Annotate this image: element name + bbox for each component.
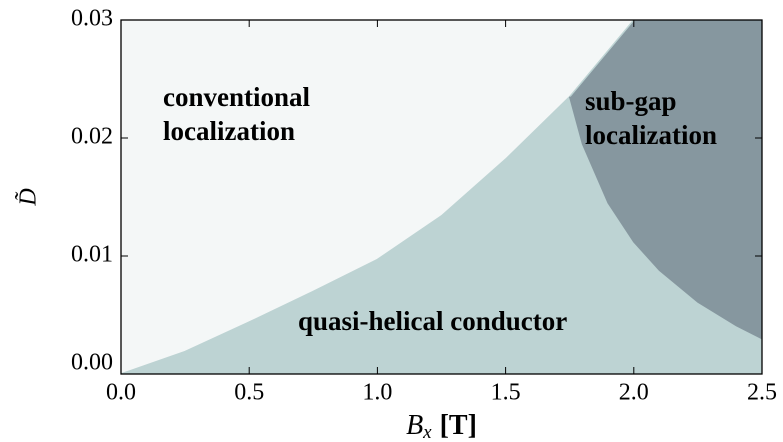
x-tick-label: 0.5	[234, 380, 264, 406]
y-tick-label: 0.03	[71, 6, 113, 32]
y-tick-label: 0.01	[71, 242, 113, 268]
x-tick-label: 1.0	[362, 380, 392, 406]
phase-boundary	[568, 96, 763, 340]
phase-boundary	[120, 19, 635, 375]
x-tick-label: 2.0	[619, 380, 649, 406]
x-label-unit: [T]	[440, 410, 477, 441]
region-label: quasi-helical conductor	[298, 306, 567, 336]
region-label: conventional	[163, 82, 311, 112]
regions: conventional localization quasi-helical co…	[120, 19, 763, 375]
x-tick-label: 2.5	[747, 380, 777, 406]
y-tick-label: 0.02	[71, 124, 113, 150]
region-quasi-helical	[121, 96, 762, 374]
x-label-sub: x	[422, 422, 432, 442]
x-tick-label: 0.0	[106, 380, 136, 406]
x-tick-label: 1.5	[491, 380, 521, 406]
axes: 0.0 0.5 1.0 1.5 2.0 2.5 0.00 0.01 0.02 0.03 Bx [T] D…	[15, 6, 777, 442]
x-axis-label: Bx [T]	[406, 410, 477, 442]
plot-frame	[120, 19, 763, 375]
region-label: localization	[163, 116, 295, 146]
y-axis-label: D̃	[15, 188, 42, 206]
region-label: localization	[585, 120, 717, 150]
x-label-base: B	[406, 410, 423, 441]
region-sub-gap	[569, 20, 762, 339]
y-tick-label: 0.00	[71, 350, 113, 376]
region-label: sub-gap	[585, 86, 677, 116]
